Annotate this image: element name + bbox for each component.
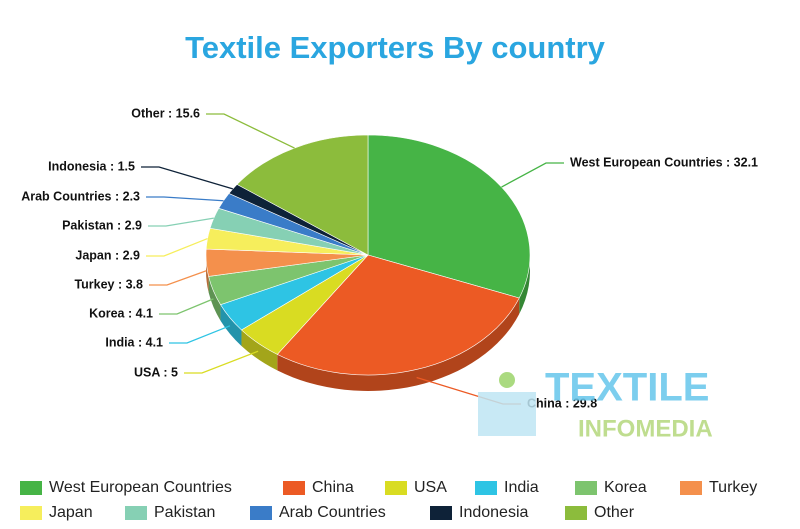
legend-label: Turkey bbox=[709, 479, 757, 496]
slice-side bbox=[241, 329, 278, 371]
legend-label: Japan bbox=[49, 504, 93, 521]
data-label: China : 29.8 bbox=[527, 396, 597, 410]
slice bbox=[236, 134, 369, 256]
data-label: Pakistan : 2.9 bbox=[62, 218, 142, 232]
legend-label: Pakistan bbox=[154, 504, 215, 521]
legend-swatch bbox=[475, 481, 497, 495]
leader-line bbox=[501, 162, 564, 188]
watermark-text: TEXTILE bbox=[545, 366, 709, 410]
legend-swatch bbox=[385, 481, 407, 495]
legend-label: India bbox=[504, 479, 539, 496]
data-label: Other : 15.6 bbox=[131, 106, 200, 120]
chart-title: Textile Exporters By country bbox=[185, 30, 606, 65]
leader-line bbox=[141, 166, 234, 190]
legend-label: Arab Countries bbox=[279, 504, 386, 521]
data-label: Japan : 2.9 bbox=[75, 248, 140, 262]
legend-swatch bbox=[575, 481, 597, 495]
leader-line bbox=[149, 270, 207, 286]
watermark: TEXTILE INFOMEDIA bbox=[478, 366, 713, 442]
legend-swatch bbox=[565, 506, 587, 520]
slice-side bbox=[208, 276, 221, 321]
watermark-icon bbox=[499, 372, 515, 388]
legend-swatch bbox=[125, 506, 147, 520]
leader-line bbox=[206, 113, 295, 149]
legend-label: West European Countries bbox=[49, 479, 232, 496]
data-label: Korea : 4.1 bbox=[89, 306, 153, 320]
leader-line bbox=[159, 298, 214, 315]
leader-line bbox=[146, 196, 224, 202]
data-label: Indonesia : 1.5 bbox=[48, 159, 135, 173]
leader-line bbox=[184, 350, 259, 374]
data-label: Turkey : 3.8 bbox=[74, 277, 143, 291]
leader-line bbox=[148, 217, 214, 227]
legend-swatch bbox=[20, 481, 42, 495]
leader-line bbox=[169, 325, 231, 344]
legend-label: China bbox=[312, 479, 354, 496]
legend-swatch bbox=[430, 506, 452, 520]
watermark-text: INFOMEDIA bbox=[578, 415, 713, 442]
legend-label: Indonesia bbox=[459, 504, 528, 521]
data-label: USA : 5 bbox=[134, 365, 178, 379]
legend-swatch bbox=[20, 506, 42, 520]
leader-line bbox=[146, 237, 208, 257]
legend-swatch bbox=[250, 506, 272, 520]
watermark-icon bbox=[478, 392, 536, 436]
legend-label: USA bbox=[414, 479, 447, 496]
data-label: Arab Countries : 2.3 bbox=[21, 189, 140, 203]
data-label: India : 4.1 bbox=[105, 335, 163, 349]
slice-side bbox=[277, 298, 520, 391]
slice-side bbox=[220, 304, 242, 346]
legend: West European Countries China USA India Kore… bbox=[20, 479, 757, 521]
slice bbox=[367, 134, 531, 299]
legend-label: Korea bbox=[604, 479, 647, 496]
pie: West European Countries : 32.1 China : 29… bbox=[21, 106, 758, 410]
slice bbox=[276, 254, 520, 376]
legend-swatch bbox=[283, 481, 305, 495]
legend-label: Other bbox=[594, 504, 635, 521]
data-label: West European Countries : 32.1 bbox=[570, 155, 758, 169]
legend-swatch bbox=[680, 481, 702, 495]
